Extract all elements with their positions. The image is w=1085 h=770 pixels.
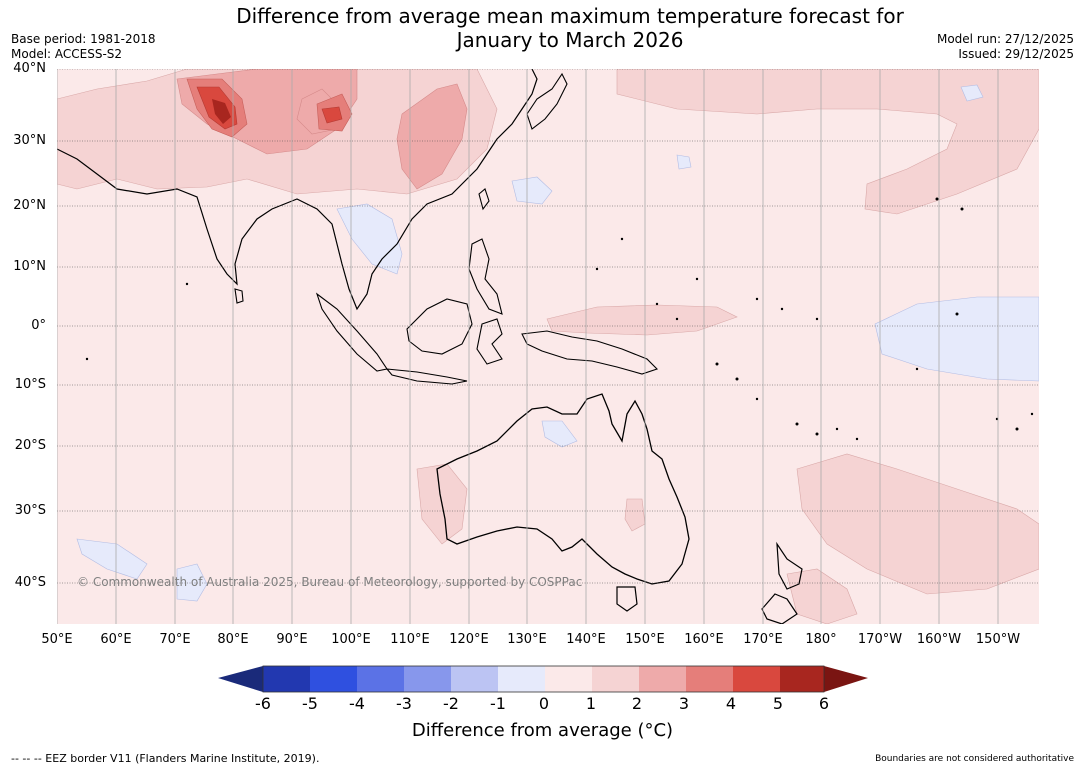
anomaly-5-6-regions — [212, 99, 231, 124]
sri-lanka-coastline — [234, 288, 244, 304]
borneo-coastline — [406, 298, 473, 355]
meta-right: Model run: 27/12/2025 Issued: 29/12/2025 — [937, 32, 1074, 62]
model-name: Model: ACCESS-S2 — [11, 47, 123, 61]
new-zealand-coastline — [761, 541, 803, 624]
meta-left: Base period: 1981-2018 Model: ACCESS-S2 — [11, 32, 156, 62]
colorbar-extend-max — [824, 666, 868, 692]
graticule — [57, 69, 1039, 584]
java-coastline — [385, 368, 468, 385]
lon-label-70e: 70°E — [159, 632, 191, 647]
cb-tick-4: 4 — [725, 694, 737, 713]
lat-label-30s: 30°S — [14, 503, 46, 518]
colorbar-bin-minus6 — [263, 666, 310, 692]
colorbar-extend-min — [218, 666, 263, 692]
model-run: Model run: 27/12/2025 — [936, 32, 1074, 46]
lon-label-160w: 160°W — [916, 632, 962, 647]
lat-label-20s: 20°S — [14, 438, 46, 453]
japan-coastline — [526, 72, 568, 130]
eez-note: -- -- -- EEZ border V11 (Flanders Marine… — [11, 752, 320, 765]
colorbar-bin-3 — [686, 666, 733, 692]
lon-label-130e: 130°E — [507, 632, 547, 647]
lon-label-170e: 170°E — [743, 632, 783, 647]
boundaries-note: Boundaries are not considered authoritat… — [875, 754, 1074, 764]
lat-label-10s: 10°S — [14, 377, 46, 392]
lat-label-10n: 10°N — [13, 259, 46, 274]
colorbar-bin-0 — [545, 666, 592, 692]
colorbar-bin-minus3 — [404, 666, 451, 692]
lat-label-40n: 40°N — [13, 61, 46, 76]
cb-tick-minus2: -2 — [443, 694, 459, 713]
colorbar-bin-minus4 — [357, 666, 404, 692]
cb-tick-2: 2 — [631, 694, 643, 713]
title-line-2: January to March 2026 — [456, 28, 684, 52]
colorbar-bin-2 — [639, 666, 686, 692]
lon-label-90e: 90°E — [276, 632, 308, 647]
colorbar-bin-minus2 — [451, 666, 498, 692]
colorbar — [218, 665, 868, 693]
cb-tick-0: 0 — [538, 694, 550, 713]
cb-tick-5: 5 — [772, 694, 784, 713]
australia-coastline — [436, 393, 690, 585]
lat-label-0: 0° — [31, 318, 46, 333]
tasmania-coastline — [616, 586, 638, 612]
lat-label-40s: 40°S — [14, 575, 46, 590]
sumatra-coastline — [315, 292, 388, 372]
asia-coastline — [57, 69, 538, 311]
lon-label-100e: 100°E — [331, 632, 371, 647]
lon-label-150w: 150°W — [975, 632, 1021, 647]
cb-tick-minus4: -4 — [349, 694, 365, 713]
lon-label-50e: 50°E — [41, 632, 73, 647]
lon-label-180: 180° — [805, 632, 837, 647]
sulawesi-coastline — [476, 318, 503, 365]
lon-label-170w: 170°W — [857, 632, 903, 647]
lat-label-30n: 30°N — [13, 133, 46, 148]
issued-date: Issued: 29/12/2025 — [958, 47, 1074, 61]
cb-tick-minus5: -5 — [302, 694, 318, 713]
meridians — [57, 69, 999, 624]
title-line-1: Difference from average mean maximum tem… — [236, 4, 904, 28]
new-guinea-coastline — [521, 330, 659, 375]
cb-tick-minus1: -1 — [490, 694, 506, 713]
lon-label-80e: 80°E — [217, 632, 249, 647]
cb-tick-3: 3 — [678, 694, 690, 713]
base-period: Base period: 1981-2018 — [11, 32, 156, 46]
lat-label-20n: 20°N — [13, 198, 46, 213]
colorbar-bin-5 — [780, 666, 824, 692]
lon-label-150e: 150°E — [625, 632, 665, 647]
chart-title: Difference from average mean maximum tem… — [170, 4, 970, 52]
cb-tick-minus6: -6 — [255, 694, 271, 713]
cb-tick-minus3: -3 — [396, 694, 412, 713]
lon-label-110e: 110°E — [390, 632, 430, 647]
lon-label-160e: 160°E — [684, 632, 724, 647]
philippines-coastline — [468, 238, 503, 315]
colorbar-bin-4 — [733, 666, 780, 692]
cb-tick-6: 6 — [818, 694, 830, 713]
lon-label-140e: 140°E — [566, 632, 606, 647]
colorbar-bin-minus1 — [498, 666, 545, 692]
lon-label-120e: 120°E — [449, 632, 489, 647]
cb-tick-1: 1 — [585, 694, 597, 713]
taiwan-coastline — [478, 188, 490, 211]
forecast-map — [57, 69, 1039, 624]
colorbar-label: Difference from average (°C) — [411, 720, 674, 741]
copyright-notice: © Commonwealth of Australia 2025, Bureau… — [77, 575, 583, 589]
colorbar-bin-minus5 — [310, 666, 357, 692]
lon-label-60e: 60°E — [100, 632, 132, 647]
colorbar-bin-1 — [592, 666, 639, 692]
